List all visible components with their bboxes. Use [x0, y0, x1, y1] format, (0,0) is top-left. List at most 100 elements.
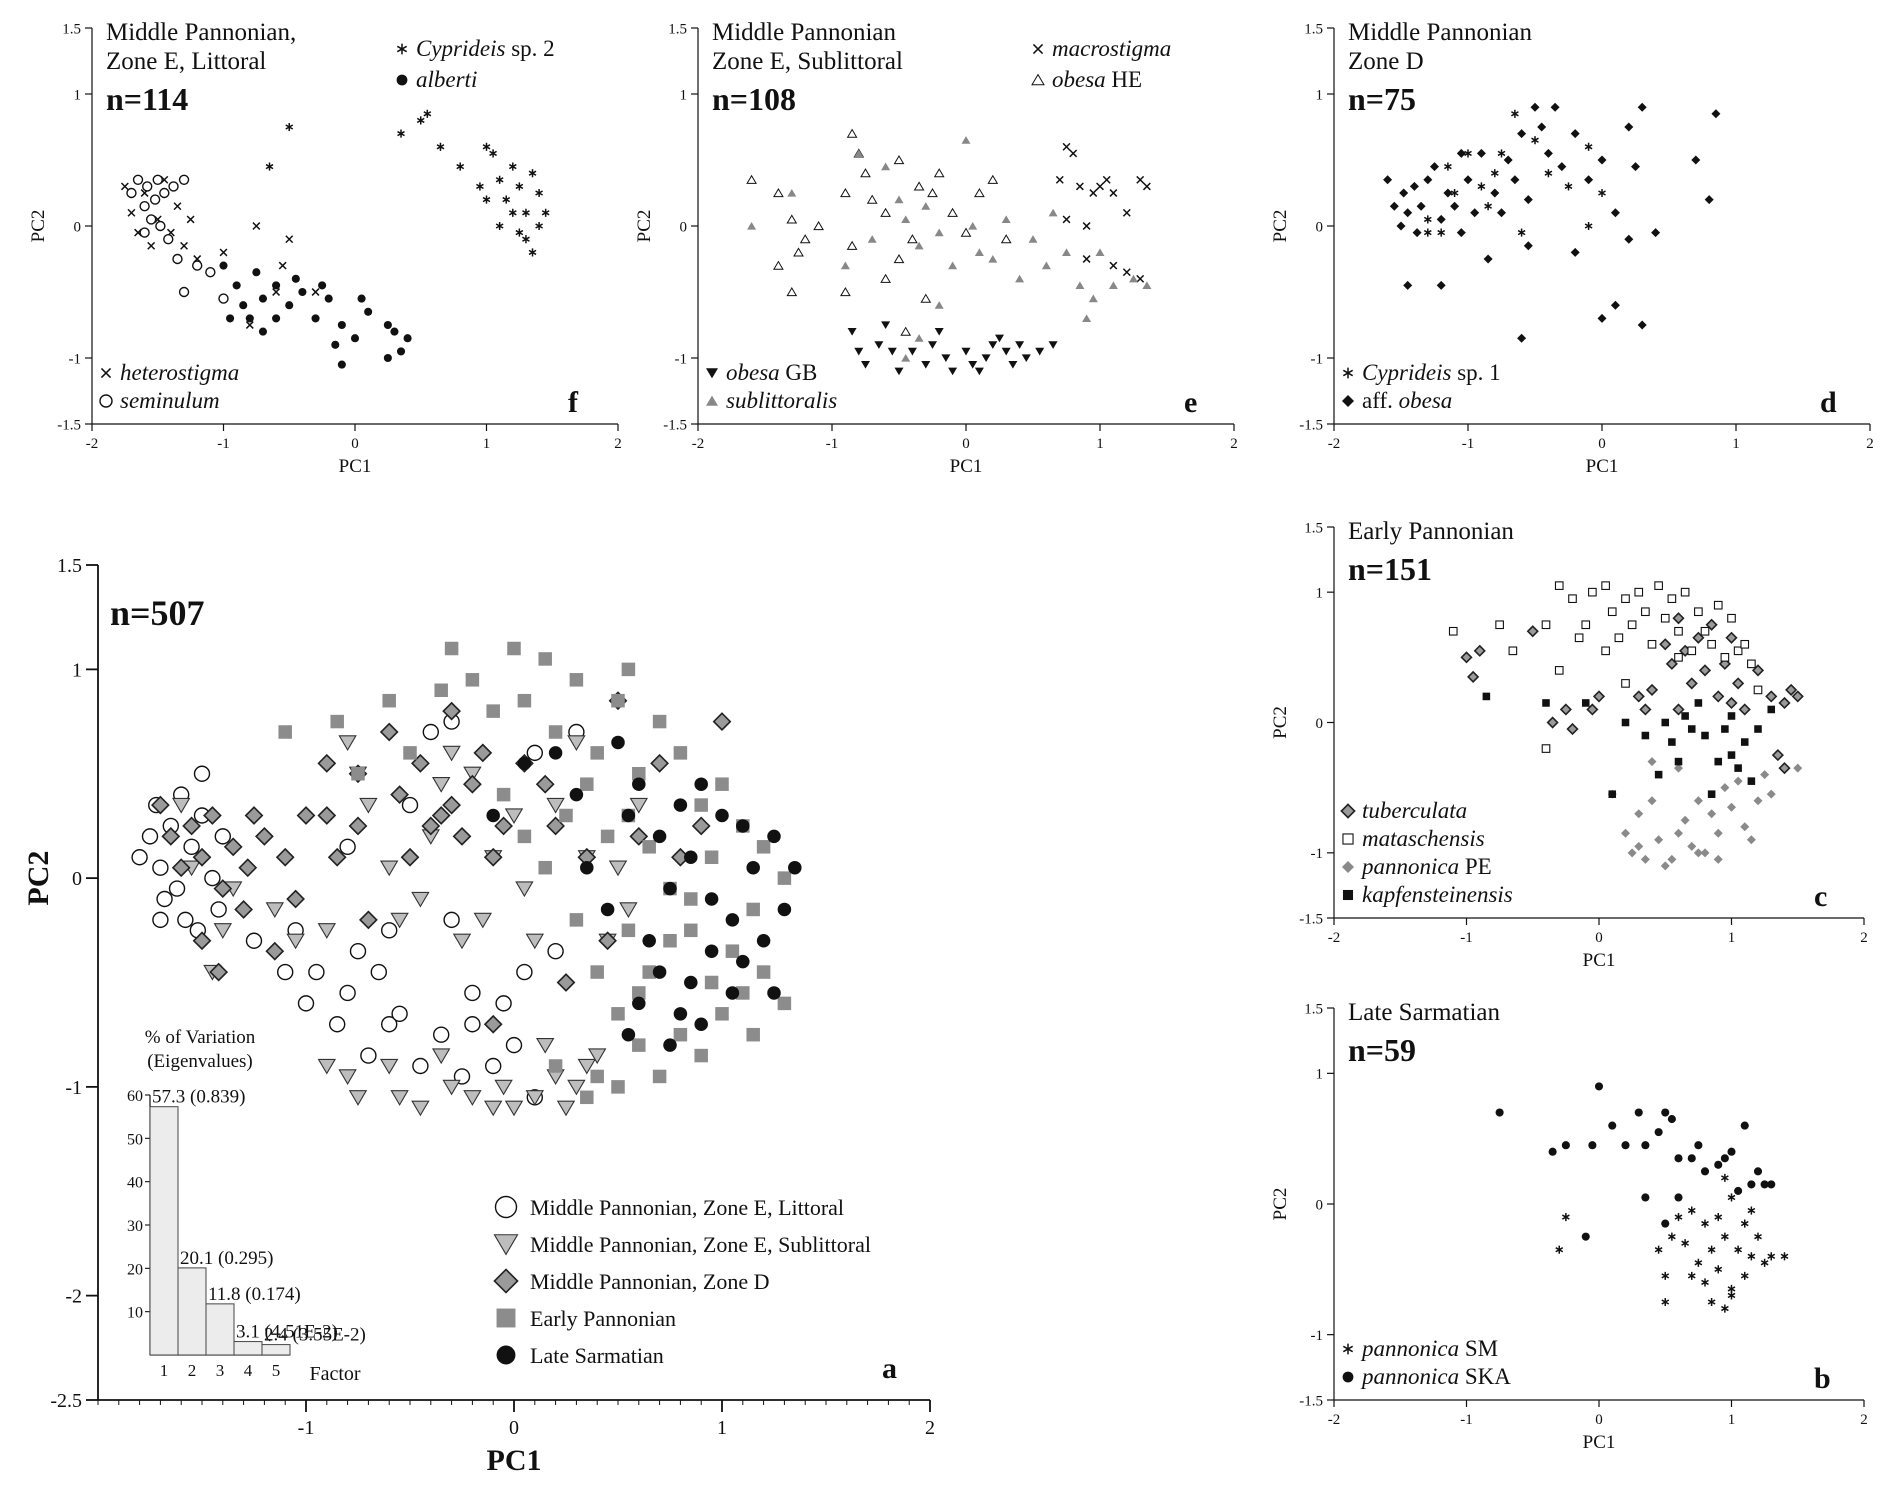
legend-label-italic: Cyprideis — [1362, 360, 1451, 385]
inset-tick-label: 20 — [127, 1261, 143, 1278]
data-point — [149, 194, 161, 205]
data-point — [725, 913, 740, 927]
data-point — [152, 859, 169, 876]
data-point — [1687, 1154, 1696, 1163]
panel-letter: d — [1820, 386, 1837, 419]
data-point — [747, 221, 757, 230]
data-point — [1581, 699, 1590, 707]
data-point — [258, 327, 268, 336]
data-point — [297, 995, 315, 1012]
data-point — [860, 168, 871, 178]
legend-item: tuberculata — [1340, 798, 1467, 823]
x-tick-label: 1 — [1728, 930, 1736, 946]
data-point — [1681, 712, 1689, 720]
data-point — [1450, 201, 1460, 211]
data-point — [704, 944, 719, 958]
y-tick-label: -1 — [1311, 846, 1324, 862]
data-point — [265, 902, 285, 918]
legend-marker — [396, 43, 408, 55]
legend-label-plain: GB — [780, 360, 818, 385]
data-point — [339, 838, 356, 856]
data-point — [272, 288, 281, 296]
data-point — [1584, 175, 1594, 185]
data-point — [621, 923, 636, 938]
data-point — [1546, 716, 1559, 729]
legend-label-italic: macrostigma — [1052, 36, 1171, 61]
data-point — [1668, 738, 1676, 746]
series-mataschensis — [1448, 581, 1763, 753]
data-point — [423, 109, 432, 118]
data-point — [1035, 347, 1045, 356]
data-point — [1753, 685, 1763, 695]
legend-marker — [1340, 803, 1356, 819]
data-point — [1523, 241, 1533, 251]
data-point — [1443, 188, 1453, 198]
data-point — [142, 181, 153, 192]
data-point — [1610, 208, 1620, 218]
data-point — [496, 787, 511, 802]
data-point — [559, 808, 573, 823]
data-point — [1561, 1141, 1570, 1150]
x-axis-label: PC1 — [950, 456, 983, 477]
data-point — [1467, 670, 1480, 683]
y-tick-label: 1.5 — [1304, 21, 1323, 37]
data-point — [258, 294, 268, 303]
data-point — [577, 1058, 597, 1075]
data-point — [1608, 790, 1617, 798]
data-point — [171, 858, 191, 878]
legend-marker — [1342, 1371, 1354, 1383]
legend-label: aff. obesa — [1362, 388, 1452, 413]
data-point — [1681, 1239, 1690, 1248]
data-point — [436, 142, 445, 151]
legend-item: pannonica SKA — [1342, 1364, 1511, 1389]
data-point — [590, 746, 604, 760]
data-point — [1136, 175, 1145, 184]
data-point — [350, 334, 360, 343]
y-tick-label: -1.5 — [57, 417, 81, 433]
inset-tick-label: 60 — [127, 1088, 143, 1105]
data-point — [1672, 612, 1685, 625]
data-point — [1740, 738, 1749, 746]
data-point — [1707, 1297, 1716, 1307]
legend-label: pannonica SM — [1360, 1336, 1498, 1361]
data-point — [1713, 828, 1723, 838]
data-point — [433, 1026, 450, 1043]
data-point — [1597, 155, 1607, 165]
data-point — [652, 829, 667, 844]
data-point — [598, 931, 617, 951]
data-point — [1530, 102, 1540, 112]
data-point — [1624, 122, 1634, 132]
data-point — [650, 753, 669, 773]
data-point — [1693, 796, 1703, 806]
data-point — [587, 1048, 607, 1065]
data-point — [1694, 699, 1703, 707]
data-point — [422, 723, 439, 741]
data-point — [787, 188, 797, 197]
data-point — [1592, 690, 1606, 703]
data-point — [1542, 699, 1550, 707]
data-point — [1733, 646, 1743, 656]
data-point — [1631, 162, 1640, 172]
data-point — [210, 901, 227, 918]
data-point — [861, 361, 870, 369]
data-point — [1760, 1258, 1769, 1267]
x-tick-label: 0 — [351, 436, 359, 452]
data-point — [715, 777, 729, 791]
data-point — [632, 767, 646, 781]
y-tick-label: 1 — [680, 87, 688, 103]
legend-label-italic: obesa — [726, 360, 780, 385]
data-point — [1048, 341, 1058, 349]
data-point — [1674, 1213, 1683, 1222]
inset-bar — [261, 1344, 291, 1356]
data-point — [1637, 102, 1647, 112]
data-point — [1470, 208, 1480, 218]
data-point — [777, 902, 792, 917]
data-point — [400, 847, 420, 867]
data-point — [1734, 1186, 1743, 1195]
data-point — [1548, 1147, 1557, 1156]
inset-tick-label: 40 — [127, 1175, 143, 1192]
inset-tick-label: 30 — [127, 1218, 143, 1235]
data-point — [431, 806, 451, 825]
data-point — [642, 934, 656, 948]
